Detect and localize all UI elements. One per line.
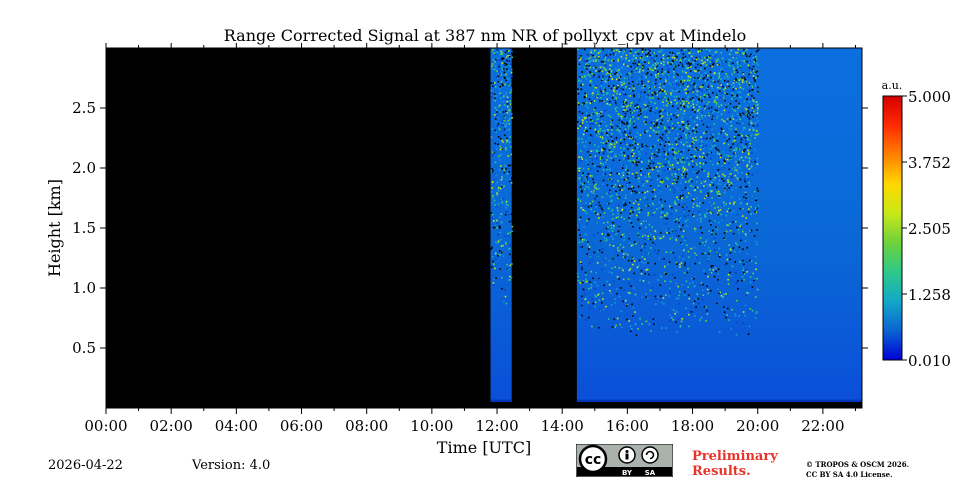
near-ground-layer	[576, 399, 862, 402]
x-axis: 00:00 02:00 04:00 06:00 08:00 10:00 12:00 14:00…	[84, 43, 856, 435]
x-tick-label: 20:00	[736, 417, 779, 435]
data-layer	[490, 48, 862, 402]
near-ground-layer	[490, 399, 512, 402]
x-tick-label: 04:00	[215, 417, 258, 435]
measurement-period-1	[490, 48, 514, 402]
version-label: Version: 4.0	[192, 458, 271, 473]
x-axis-label: Time [UTC]	[437, 438, 531, 457]
cc-icon	[578, 444, 608, 474]
by-text: BY	[622, 469, 633, 477]
colorbar-tick-label: 2.505	[908, 220, 951, 238]
x-tick-label: 16:00	[606, 417, 649, 435]
noise-speckle	[490, 48, 514, 305]
noise-speckle	[576, 48, 760, 337]
x-tick-label: 06:00	[280, 417, 323, 435]
signal-region	[490, 48, 512, 402]
colorbar-tick-label: 5.000	[908, 88, 951, 106]
chart-title: Range Corrected Signal at 387 nm NR of p…	[224, 26, 747, 45]
x-tick-label: 08:00	[345, 417, 388, 435]
x-tick-label: 02:00	[150, 417, 193, 435]
y-tick-label: 1.0	[72, 279, 96, 297]
y-axis-label: Height [km]	[45, 179, 64, 277]
date-label: 2026-04-22	[48, 458, 123, 473]
colorbar-label: a.u.	[882, 79, 903, 92]
sa-share-icon	[641, 446, 659, 464]
y-tick-label: 2.0	[72, 159, 96, 177]
x-tick-label: 14:00	[541, 417, 584, 435]
colorbar-tick-label: 0.010	[908, 352, 951, 370]
y-tick-label: 0.5	[72, 339, 96, 357]
copyright-line-1: © TROPOS & OSCM 2026.	[806, 460, 910, 469]
y-axis: 0.5 1.0 1.5 2.0 2.5	[72, 99, 868, 357]
colorbar-ticks: 5.000 3.752 2.505 1.258 0.010	[902, 88, 951, 370]
copyright-line-2: CC BY SA 4.0 License.	[806, 470, 893, 479]
cc-text: cc	[585, 452, 602, 468]
colorbar-tick-label: 1.258	[908, 286, 951, 304]
x-tick-label: 10:00	[410, 417, 453, 435]
cc-license-badge[interactable]: cc BY SA	[576, 444, 673, 477]
colorbar-tick-label: 3.752	[908, 154, 951, 172]
y-tick-label: 2.5	[72, 99, 96, 117]
measurement-period-2	[576, 48, 862, 402]
copyright-notice: © TROPOS & OSCM 2026. CC BY SA 4.0 Licen…	[806, 460, 909, 480]
x-tick-label: 12:00	[475, 417, 518, 435]
sa-text: SA	[645, 469, 656, 477]
x-tick-label: 22:00	[801, 417, 844, 435]
colorbar	[882, 95, 903, 361]
signal-region	[576, 48, 862, 402]
y-tick-label: 1.5	[72, 219, 96, 237]
x-tick-label: 18:00	[671, 417, 714, 435]
x-tick-label: 00:00	[84, 417, 127, 435]
preliminary-notice: Preliminary Results.	[692, 449, 778, 479]
